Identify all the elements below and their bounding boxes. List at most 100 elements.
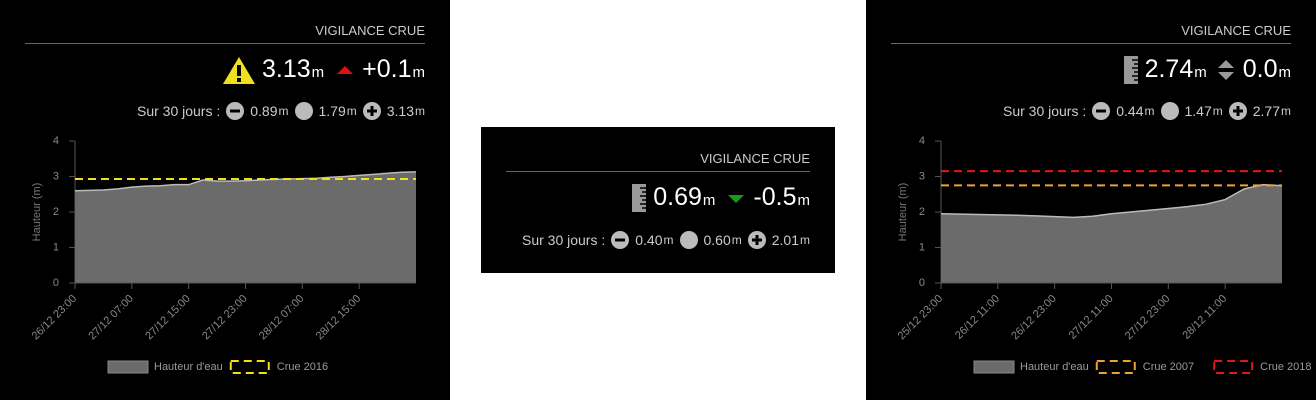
x-tick-label: 27/12 15:00: [143, 293, 193, 343]
max-icon: [362, 102, 381, 120]
min: 0.44: [1116, 103, 1144, 119]
max: 2.01: [771, 232, 799, 248]
unit: m: [278, 104, 289, 118]
unit: m: [800, 233, 810, 247]
y-axis-label: Hauteur (m): [897, 183, 909, 242]
level: 3.13: [261, 55, 311, 83]
stats-label: Sur 30 jours :: [1002, 103, 1087, 119]
x-tick-label: 28/12 15:00: [314, 293, 364, 343]
max: 3.13: [386, 103, 414, 119]
min: 0.40: [635, 232, 663, 248]
legend-label: Crue 2007: [1143, 361, 1194, 373]
level-row: 2.74 m 0.0 m: [1117, 55, 1291, 85]
level: 2.74: [1144, 55, 1194, 83]
legend-swatch: [229, 360, 270, 374]
y-tick-label: 2: [919, 206, 925, 218]
x-tick-label: 26/12 11:00: [953, 293, 1002, 342]
stats-label: Sur 30 jours :: [521, 232, 606, 248]
area-line: [74, 171, 417, 192]
unit: m: [415, 104, 425, 118]
legend-label: Hauteur d'eau: [154, 361, 223, 373]
avg: 1.47: [1184, 103, 1212, 119]
max: 2.77: [1252, 103, 1280, 119]
avg-icon: [1160, 102, 1179, 120]
legend-swatch: [1095, 360, 1136, 374]
unit: m: [1194, 64, 1207, 81]
x-tick-label: 25/12 23:00: [896, 293, 946, 343]
legend-swatch: [973, 360, 1015, 374]
stats-row: Sur 30 jours : 0.89 m 1.79 m 3.13 m: [137, 102, 425, 120]
y-tick-label: 0: [53, 277, 59, 289]
panel: VIGILANCE CRUE 2.74 m 0.0 m Sur 30 jours :…: [866, 0, 1316, 400]
unit: m: [1278, 64, 1292, 81]
avg-icon: [679, 231, 698, 249]
x-tick-label: 26/12 23:00: [1009, 293, 1059, 343]
header: VIGILANCE CRUE: [891, 23, 1291, 44]
ruler-icon: [632, 184, 647, 212]
x-tick-label: 28/12 11:00: [1180, 293, 1229, 342]
stable-arrows: [1217, 60, 1234, 80]
unit: m: [1212, 104, 1223, 118]
legend-label: Hauteur d'eau: [1020, 361, 1089, 373]
y-axis-label: Hauteur (m): [31, 183, 43, 242]
unit: m: [346, 104, 357, 118]
unit: m: [412, 64, 426, 81]
y-tick-label: 2: [53, 206, 59, 218]
stats-row: Sur 30 jours : 0.44 m 1.47 m 2.77 m: [1003, 102, 1291, 120]
y-tick-label: 3: [53, 170, 59, 182]
min-icon: [226, 102, 245, 120]
x-tick-label: 28/12 07:00: [257, 293, 307, 343]
y-tick-label: 3: [919, 170, 925, 182]
y-tick-label: 0: [919, 277, 925, 289]
level-row: 0.69 m -0.5 m: [625, 183, 810, 213]
legend-swatch: [1213, 360, 1254, 374]
area: [75, 171, 416, 283]
unit: m: [731, 233, 742, 247]
level-row: 3.13 m +0.1 m: [216, 55, 425, 85]
panel: VIGILANCE CRUE 0.69 m -0.5 m Sur 30 jours …: [481, 127, 835, 273]
min-icon: [611, 231, 630, 249]
header: VIGILANCE CRUE: [506, 151, 810, 172]
avg-icon: [294, 102, 313, 120]
x-tick-label: 27/12 23:00: [200, 293, 250, 343]
x-tick-label: 27/12 11:00: [1067, 293, 1116, 342]
legend-swatch: [107, 360, 149, 374]
chart: 0 1 2 3 4 Hauteur (m) 25/12 23:00 26/12 11:00 26…: [896, 135, 1312, 374]
y-tick-label: 4: [919, 135, 925, 147]
y-tick-label: 1: [919, 241, 925, 253]
x-tick-label: 27/12 23:00: [1123, 293, 1173, 343]
panel: VIGILANCE CRUE 3.13 m +0.1 m Sur 30 jours …: [0, 0, 450, 400]
unit: m: [311, 64, 325, 81]
change: 0.0: [1242, 55, 1278, 83]
unit: m: [702, 192, 716, 209]
avg: 1.79: [318, 103, 346, 119]
area-line: [940, 183, 1283, 219]
level: 0.69: [653, 183, 702, 211]
legend-label: Crue 2018: [1260, 361, 1311, 373]
area: [941, 184, 1282, 283]
header: VIGILANCE CRUE: [25, 23, 425, 44]
x-tick-label: 26/12 23:00: [30, 293, 80, 343]
ruler-icon: [1123, 56, 1138, 84]
y-tick-label: 4: [53, 135, 59, 147]
unit: m: [797, 192, 811, 209]
warning-icon: [222, 57, 255, 84]
change: +0.1: [362, 55, 412, 83]
y-tick-label: 1: [53, 241, 59, 253]
legend-label: Crue 2016: [277, 361, 328, 373]
down-arrow: [728, 195, 745, 203]
avg: 0.60: [703, 232, 731, 248]
max-icon: [747, 231, 766, 249]
min: 0.89: [250, 103, 278, 119]
x-tick-label: 27/12 07:00: [86, 293, 136, 343]
change: -0.5: [753, 183, 797, 211]
up-arrow: [337, 66, 354, 74]
unit: m: [1281, 104, 1291, 118]
min-icon: [1092, 102, 1111, 120]
stats-row: Sur 30 jours : 0.40 m 0.60 m 2.01 m: [522, 231, 810, 249]
unit: m: [663, 233, 674, 247]
max-icon: [1228, 102, 1247, 120]
stats-label: Sur 30 jours :: [136, 103, 221, 119]
